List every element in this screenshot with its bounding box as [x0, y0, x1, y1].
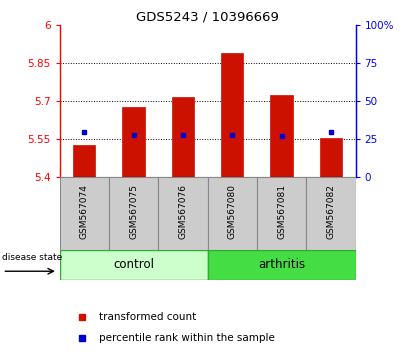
- Text: GSM567075: GSM567075: [129, 184, 138, 239]
- Bar: [109, 177, 158, 250]
- Bar: [257, 177, 306, 250]
- Text: GSM567080: GSM567080: [228, 184, 237, 239]
- Bar: [208, 177, 257, 250]
- Text: GSM567082: GSM567082: [326, 184, 335, 239]
- Text: GSM567081: GSM567081: [277, 184, 286, 239]
- Text: control: control: [113, 258, 154, 271]
- Text: disease state: disease state: [2, 253, 62, 263]
- Bar: [208, 250, 356, 280]
- Bar: [320, 138, 342, 177]
- Bar: [306, 177, 356, 250]
- Bar: [158, 177, 208, 250]
- Text: arthritis: arthritis: [258, 258, 305, 271]
- Text: percentile rank within the sample: percentile rank within the sample: [99, 332, 275, 343]
- Bar: [221, 53, 243, 177]
- Text: GSM567074: GSM567074: [80, 184, 89, 239]
- Bar: [122, 107, 145, 177]
- Bar: [60, 177, 109, 250]
- Bar: [73, 145, 95, 177]
- Bar: [270, 95, 293, 177]
- Text: GSM567076: GSM567076: [178, 184, 187, 239]
- Bar: [172, 97, 194, 177]
- Title: GDS5243 / 10396669: GDS5243 / 10396669: [136, 11, 279, 24]
- Bar: [60, 250, 208, 280]
- Text: transformed count: transformed count: [99, 312, 196, 322]
